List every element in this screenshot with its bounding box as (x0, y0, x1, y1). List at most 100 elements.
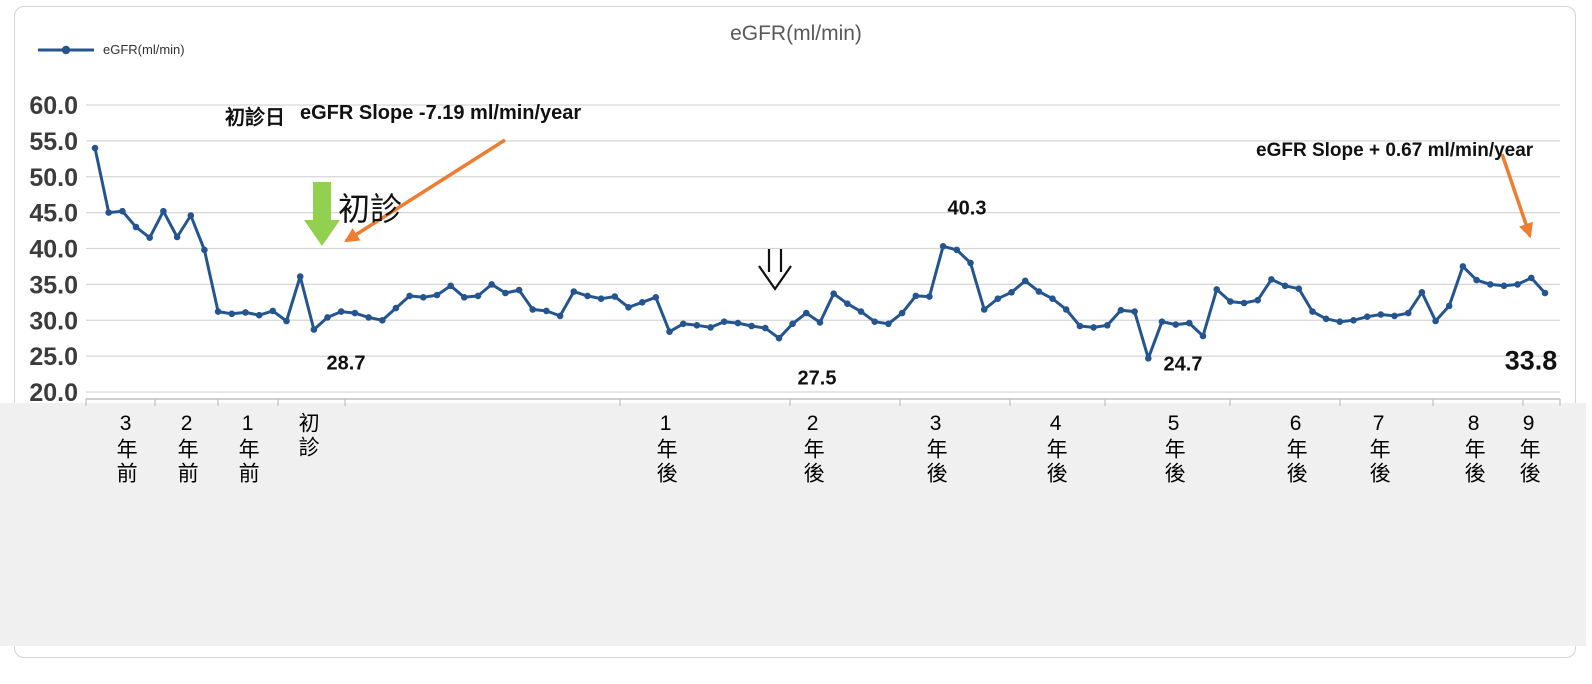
data-point-marker (1322, 315, 1330, 323)
data-point-marker (1186, 319, 1193, 327)
x-axis-category-label: 2年前 (175, 412, 199, 486)
data-point-marker (1240, 299, 1248, 307)
first-visit-label: 初診 (338, 191, 403, 227)
data-point-marker (1295, 285, 1303, 293)
legend-label: eGFR(ml/min) (103, 42, 185, 57)
x-axis-category-label: 4年後 (1044, 412, 1068, 486)
legend-line-marker-icon (38, 45, 94, 54)
data-point-marker (433, 291, 441, 299)
data-point-marker (844, 300, 851, 308)
point-value-label: 24.7 (1163, 353, 1203, 376)
data-point-marker (1062, 306, 1070, 313)
data-point-marker (775, 334, 783, 342)
data-point-marker (420, 294, 427, 301)
y-axis-tick-label: 25.0 (29, 343, 78, 371)
x-axis-category-label: 3年前 (114, 412, 138, 486)
data-point-marker (1145, 355, 1152, 362)
data-point-marker (201, 246, 208, 254)
data-point-marker (967, 259, 974, 267)
data-point-marker (1487, 281, 1494, 288)
data-point-marker (392, 304, 400, 312)
slope-negative-label: eGFR Slope -7.19 ml/min/year (300, 102, 582, 124)
y-axis-tick-label: 60.0 (29, 92, 78, 120)
x-axis-category-label: 7年後 (1367, 412, 1391, 486)
chart-title: eGFR(ml/min) (730, 22, 862, 45)
data-point-marker (119, 207, 126, 215)
data-point-marker (1363, 313, 1371, 321)
data-point-marker (529, 306, 536, 313)
point-value-label: 27.5 (797, 367, 837, 390)
data-point-marker (406, 292, 413, 300)
data-point-marker (1350, 317, 1357, 324)
y-axis-tick-label: 45.0 (29, 200, 78, 228)
data-point-marker (1021, 277, 1029, 285)
data-point-marker (707, 324, 714, 331)
data-point-marker (871, 318, 878, 326)
data-point-marker (748, 322, 755, 330)
y-axis-tick-label: 50.0 (29, 164, 78, 192)
data-point-marker (1541, 289, 1549, 297)
slope-positive-arrow-icon (1500, 153, 1533, 239)
y-axis-tick-label: 55.0 (29, 128, 78, 156)
data-point-marker (515, 286, 523, 294)
data-point-marker (132, 223, 140, 231)
data-point-marker (994, 295, 1002, 303)
data-point-marker (1008, 289, 1015, 296)
x-axis-category-label: 3年後 (924, 412, 948, 486)
data-point-marker (447, 282, 455, 290)
point-value-label: 28.7 (326, 352, 366, 375)
data-point-marker (228, 310, 236, 318)
first-visit-green-arrow-icon (304, 182, 340, 246)
data-point-marker (1473, 276, 1480, 284)
data-point-marker (1254, 296, 1261, 304)
slope-negative-arrow-icon (344, 138, 506, 243)
data-point-marker (830, 290, 837, 298)
data-point-marker (502, 289, 509, 297)
data-point-marker (1500, 282, 1508, 290)
data-point-marker (543, 307, 550, 315)
axis-label-panel (0, 403, 1586, 646)
data-point-marker (1309, 308, 1316, 315)
data-point-marker (898, 309, 906, 317)
data-point-marker (912, 292, 920, 300)
legend: eGFR(ml/min) (36, 42, 185, 57)
first-visit-date-label: 初診日 (225, 107, 285, 129)
data-point-marker (1131, 308, 1138, 315)
data-point-marker (1117, 306, 1125, 314)
data-point-marker (474, 292, 482, 300)
data-point-marker (1377, 311, 1385, 318)
data-point-marker (160, 207, 167, 215)
x-axis-category-label: 5年後 (1162, 412, 1186, 486)
data-point-marker (693, 322, 701, 329)
data-point-marker (638, 299, 646, 306)
data-point-marker (351, 309, 359, 317)
point-value-label: 33.8 (1504, 345, 1558, 376)
data-point-marker (625, 304, 632, 311)
x-axis-category-label: 1年後 (654, 412, 678, 486)
data-point-marker (953, 246, 961, 254)
data-point-marker (255, 311, 263, 319)
data-point-marker (1514, 281, 1521, 288)
data-point-marker (611, 293, 619, 300)
data-point-marker (1104, 322, 1111, 329)
data-point-marker (939, 243, 947, 250)
data-point-marker (734, 319, 742, 327)
data-point-marker (337, 308, 345, 315)
data-point-marker (269, 307, 277, 315)
data-point-marker (324, 314, 331, 321)
data-point-marker (1459, 263, 1467, 270)
data-point-marker (926, 293, 933, 300)
x-axis-category-label: 初診 (296, 412, 320, 460)
data-point-marker (652, 294, 660, 301)
data-point-marker (461, 294, 468, 301)
data-point-marker (1199, 332, 1207, 340)
data-point-marker (584, 292, 591, 300)
data-point-marker (1227, 298, 1234, 305)
data-point-marker (91, 144, 99, 152)
double-down-arrow-icon (758, 249, 792, 291)
data-point-marker (1528, 274, 1535, 282)
data-point-marker (789, 320, 796, 328)
data-point-marker (762, 324, 769, 332)
y-axis-tick-label: 40.0 (29, 236, 78, 264)
data-point-marker (816, 319, 824, 326)
